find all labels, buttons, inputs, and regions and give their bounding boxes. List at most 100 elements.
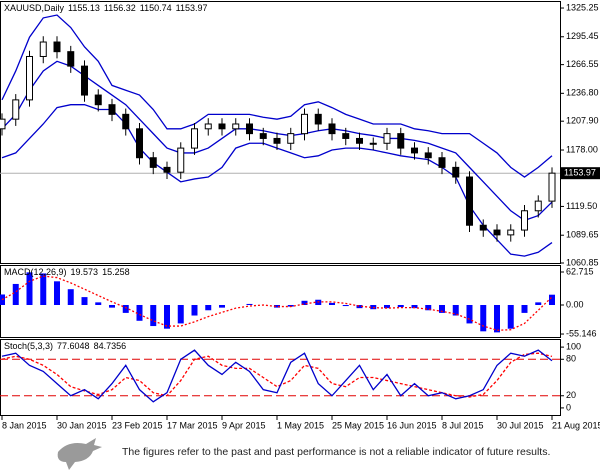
y-tick-label: 62.715 xyxy=(566,266,594,276)
x-tick-label: 21 Aug 2015 xyxy=(552,420,600,430)
y-tick-label: 1207.90 xyxy=(566,116,599,126)
header-value: 1155.13 xyxy=(68,3,100,13)
x-tick-label: 8 Jan 2015 xyxy=(2,420,47,430)
stoch-signal xyxy=(1,352,553,398)
y-tick-label: 1325.25 xyxy=(566,2,599,12)
macd-bar xyxy=(329,302,335,305)
macd-bar xyxy=(81,297,88,305)
candle-body xyxy=(218,123,226,130)
candle-body xyxy=(397,133,405,149)
header-value: 77.6048 xyxy=(57,341,90,351)
x-tick-label: 30 Jul 2015 xyxy=(497,420,544,430)
candle-body xyxy=(507,229,515,236)
macd-bar xyxy=(219,305,225,308)
header-value: MACD(12,26,9) xyxy=(4,267,67,277)
candle-body xyxy=(39,41,47,57)
header-value: XAUUSD,Daily xyxy=(4,3,65,13)
candle-body xyxy=(191,128,198,149)
candle-body xyxy=(466,176,473,226)
y-tick-label: 80 xyxy=(566,354,576,364)
stoch-main xyxy=(1,349,553,403)
macd-bar xyxy=(205,305,212,311)
candle-body xyxy=(534,200,542,212)
price-panel xyxy=(0,1,561,264)
macd-bar xyxy=(177,305,184,324)
candle-body xyxy=(356,137,363,144)
header-value: 19.573 xyxy=(71,267,99,277)
macd-bar xyxy=(342,305,349,307)
macd-bar xyxy=(54,281,60,305)
y-tick-label: 1266.55 xyxy=(566,59,599,69)
price-label: 1153.97 xyxy=(564,168,596,178)
macd-bar xyxy=(480,305,487,332)
stoch-panel xyxy=(0,339,561,416)
x-tick-label: 8 Jul 2015 xyxy=(442,420,484,430)
candle-body xyxy=(163,166,171,173)
disclaimer: The figures refer to the past and past p… xyxy=(122,446,550,458)
indicator-header: XAUUSD,Daily 1155.13 1156.32 1150.74 1153.97 xyxy=(4,3,208,13)
candle-body xyxy=(314,113,322,125)
candle-body xyxy=(204,123,212,130)
x-tick-label: 30 Jan 2015 xyxy=(57,420,107,430)
macd-bar xyxy=(397,305,404,308)
macd-bar xyxy=(521,305,528,313)
candle-body xyxy=(136,128,143,159)
candle-body xyxy=(94,94,102,106)
macd-bar xyxy=(40,273,47,305)
header-value: 15.258 xyxy=(102,267,130,277)
x-tick-label: 23 Feb 2015 xyxy=(112,420,163,430)
candle-body xyxy=(232,123,240,130)
macd-bar xyxy=(26,272,33,305)
candle-body xyxy=(301,113,308,135)
macd-bar xyxy=(246,303,253,305)
y-tick-label: 1089.65 xyxy=(566,230,599,240)
macd-bar xyxy=(549,294,555,305)
indicator-header: MACD(12,26,9) 19.573 15.258 xyxy=(4,267,130,277)
candle-body xyxy=(493,229,501,236)
candle-body xyxy=(521,210,528,231)
y-tick-label: 1178.00 xyxy=(566,144,598,154)
candle-body xyxy=(424,152,432,159)
macd-bar xyxy=(164,305,170,329)
macd-bar xyxy=(466,305,473,324)
candle-body xyxy=(81,65,88,96)
y-tick-label: 1060.85 xyxy=(566,257,599,267)
candle-body xyxy=(369,142,377,145)
macd-bar xyxy=(150,305,157,327)
logo xyxy=(57,438,102,470)
macd-signal xyxy=(1,275,553,331)
x-tick-label: 25 May 2015 xyxy=(332,420,384,430)
macd-bar xyxy=(122,305,129,313)
macd-bar xyxy=(301,300,308,305)
candle-body xyxy=(177,147,185,173)
candle-body xyxy=(259,133,267,139)
header-value: 84.7356 xyxy=(94,341,127,351)
candle-body xyxy=(328,123,336,135)
candle-body xyxy=(26,55,33,101)
x-tick-label: 17 Mar 2015 xyxy=(167,420,218,430)
header-value: 1150.74 xyxy=(140,3,172,13)
candle-body xyxy=(122,113,130,130)
y-tick-label: 0.00 xyxy=(566,299,584,309)
macd-bar xyxy=(274,305,280,308)
y-tick-label: -55.146 xyxy=(566,328,597,338)
candle-body xyxy=(273,137,281,144)
candle-body xyxy=(411,147,418,154)
macd-bar xyxy=(109,305,115,308)
candle-body xyxy=(108,104,116,115)
candle-body xyxy=(479,224,487,231)
y-tick-label: 1236.80 xyxy=(566,88,599,98)
macd-bar xyxy=(425,305,432,311)
macd-bar xyxy=(67,289,74,305)
macd-bar xyxy=(439,305,445,313)
macd-bar xyxy=(356,305,363,309)
macd-bar xyxy=(411,305,418,309)
header-value: 1156.32 xyxy=(104,3,136,13)
candle-body xyxy=(67,51,75,67)
candle-body xyxy=(287,133,295,144)
macd-bar xyxy=(384,305,390,309)
macd-bar xyxy=(12,283,19,305)
x-tick-label: 9 Apr 2015 xyxy=(222,420,266,430)
band-upper xyxy=(1,14,553,178)
